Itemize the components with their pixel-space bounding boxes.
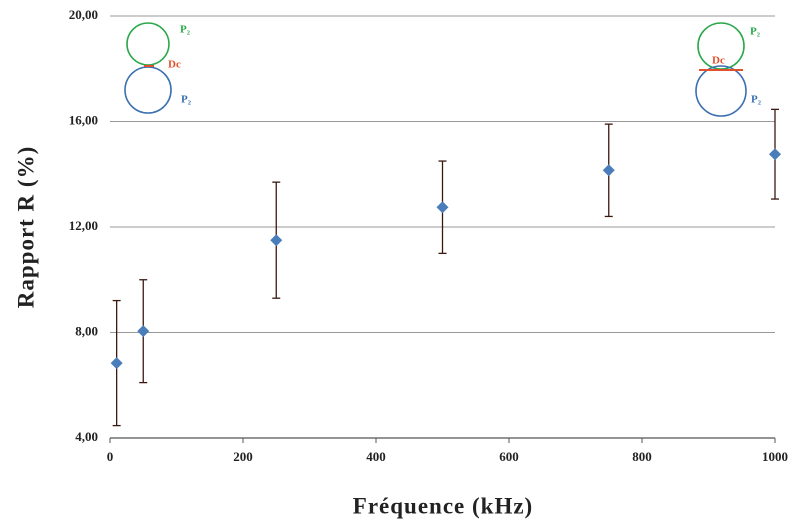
x-tick-label: 800 (632, 449, 652, 464)
y-axis-title: Rapport R (%) (13, 146, 38, 309)
y-tick-label: 20,00 (69, 7, 98, 22)
y-tick-label: 8,00 (75, 323, 98, 338)
y-tick-label: 16,00 (69, 112, 98, 127)
circle-green (126, 22, 170, 66)
circle-blue (124, 66, 172, 114)
x-tick-label: 1000 (762, 449, 788, 464)
inset-left (124, 22, 172, 114)
annotation: P₂ (181, 94, 192, 106)
y-tick-label: 4,00 (75, 429, 98, 444)
x-tick-label: 200 (233, 449, 253, 464)
annotation: P₂ (751, 94, 762, 106)
x-tick-label: 0 (107, 449, 114, 464)
annotation: Dc (712, 55, 725, 67)
inset-right (695, 22, 747, 117)
annotation: P₂ (180, 24, 191, 36)
x-tick-label: 600 (499, 449, 519, 464)
point (436, 201, 449, 214)
point (270, 234, 283, 247)
annotation: P₂ (750, 26, 761, 38)
circle-blue (695, 65, 747, 117)
point (602, 164, 615, 177)
point (137, 325, 150, 338)
y-tick-label: 12,00 (69, 218, 98, 233)
point (110, 357, 123, 370)
point (769, 148, 781, 161)
x-axis-title: Fréquence (kHz) (353, 493, 533, 518)
annotation: Dc (168, 59, 181, 71)
x-tick-label: 400 (366, 449, 386, 464)
